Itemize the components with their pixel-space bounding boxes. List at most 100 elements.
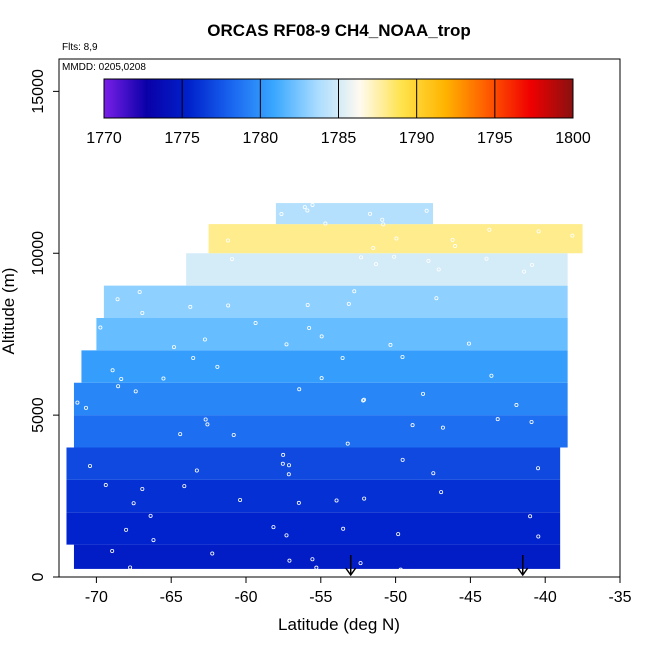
- y-axis-label: Altitude (m): [0, 268, 18, 355]
- sample-point: [140, 310, 145, 315]
- sample-point: [424, 208, 429, 213]
- sample-point: [225, 238, 230, 243]
- sample-point: [296, 500, 301, 505]
- y-tick-label: 0: [30, 572, 47, 581]
- sample-point: [371, 246, 376, 251]
- sample-point: [191, 356, 196, 361]
- sample-point: [410, 423, 415, 428]
- sample-point: [466, 341, 471, 346]
- sample-point: [388, 342, 393, 347]
- sample-point: [110, 368, 115, 373]
- sample-point: [359, 255, 364, 260]
- sample-point: [280, 461, 285, 466]
- sample-point: [334, 498, 339, 503]
- sample-point: [528, 514, 533, 519]
- sample-point: [182, 484, 187, 489]
- sample-point: [368, 211, 373, 216]
- sample-point: [203, 417, 208, 422]
- sample-point: [319, 334, 324, 339]
- sample-point: [110, 548, 115, 553]
- x-axis-label: Latitude (deg N): [278, 615, 400, 634]
- sample-point: [522, 269, 527, 274]
- sample-point: [436, 267, 441, 272]
- heatmap-band: [66, 447, 561, 480]
- heatmap-band: [103, 285, 568, 318]
- sample-point: [487, 227, 492, 232]
- sample-point: [286, 463, 291, 468]
- sample-point: [178, 432, 183, 437]
- sample-point: [286, 472, 291, 477]
- sample-point: [529, 262, 534, 267]
- sample-point: [434, 296, 439, 301]
- sample-point: [440, 425, 445, 430]
- sample-point: [394, 236, 399, 241]
- sample-point: [373, 262, 378, 267]
- sample-point: [253, 321, 258, 326]
- heatmap-band: [96, 318, 568, 351]
- sample-point: [281, 452, 286, 457]
- sample-point: [358, 561, 363, 566]
- sample-point: [194, 468, 199, 473]
- sample-point: [124, 527, 129, 532]
- colorbar-tick-label: 1780: [243, 130, 279, 147]
- sample-point: [284, 342, 289, 347]
- sample-point: [284, 533, 289, 538]
- heatmap-band: [66, 512, 561, 545]
- x-tick-label: -70: [85, 589, 108, 606]
- sample-point: [210, 551, 215, 556]
- sample-point: [391, 569, 396, 574]
- sample-point: [131, 501, 136, 506]
- x-tick-label: -45: [459, 589, 482, 606]
- heatmap-band: [81, 350, 568, 383]
- sample-point: [529, 419, 534, 424]
- sample-point: [380, 217, 385, 222]
- sample-point: [345, 441, 350, 446]
- sample-point: [431, 471, 436, 476]
- sample-point: [305, 208, 310, 213]
- sample-point: [307, 326, 312, 331]
- sample-point: [352, 289, 357, 294]
- colorbar-tick-label: 1775: [164, 130, 200, 147]
- sample-point: [302, 205, 307, 210]
- sample-point: [188, 304, 193, 309]
- sample-point: [151, 538, 156, 543]
- sample-point: [421, 391, 426, 396]
- sample-point: [305, 302, 310, 307]
- sample-point: [514, 403, 519, 408]
- x-tick-label: -55: [309, 589, 332, 606]
- sample-point: [279, 212, 284, 217]
- sample-point: [346, 301, 351, 306]
- sample-point: [161, 376, 166, 381]
- sample-point: [361, 398, 366, 403]
- arrow-head: [517, 567, 529, 577]
- x-tick-label: -65: [160, 589, 183, 606]
- sample-point: [205, 422, 210, 427]
- sample-point: [362, 496, 367, 501]
- x-tick-label: -50: [384, 589, 407, 606]
- sample-point: [400, 457, 405, 462]
- sample-point: [400, 354, 405, 359]
- sample-point: [202, 337, 207, 342]
- heatmap-band: [66, 479, 561, 513]
- heatmap-band: [73, 544, 561, 569]
- sample-point: [340, 355, 345, 360]
- colorbar-tick-label: 1800: [555, 130, 591, 147]
- sample-points-layer: [75, 198, 575, 574]
- sample-point: [115, 297, 120, 302]
- sample-point: [297, 387, 302, 392]
- sample-point: [171, 345, 176, 350]
- sample-point: [103, 483, 108, 488]
- heatmap-band: [73, 382, 568, 416]
- sample-point: [238, 497, 243, 502]
- sample-point: [321, 198, 326, 203]
- sample-point: [310, 202, 315, 207]
- sample-point: [453, 244, 458, 249]
- sample-point: [310, 557, 315, 562]
- heatmap-band: [73, 415, 568, 448]
- dates-annotation: MMDD: 0205,0208: [62, 62, 146, 73]
- sample-point: [226, 303, 231, 308]
- heatmap-band: [275, 203, 433, 225]
- y-tick-label: 10000: [30, 231, 47, 276]
- colorbar: 1770 1775 1780 1785 1790 1795 1800: [86, 78, 591, 147]
